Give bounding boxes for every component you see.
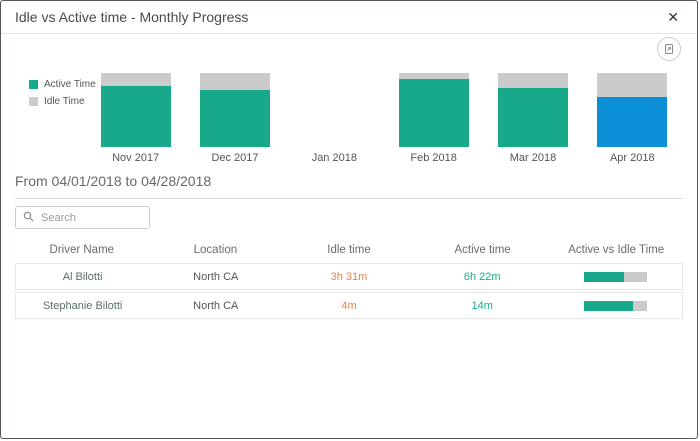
idle-segment — [597, 73, 668, 97]
table-row[interactable]: Stephanie Bilotti North CA 4m 14m — [15, 292, 683, 319]
active-vs-idle-cell — [549, 300, 682, 311]
chart-legend: Active Time Idle Time — [29, 79, 96, 113]
dialog-header: Idle vs Active time - Monthly Progress ✕ — [1, 1, 697, 34]
location-cell: North CA — [193, 270, 239, 283]
idle-segment — [199, 73, 270, 91]
legend-label-idle: Idle Time — [44, 96, 85, 107]
col-header-driver-name: Driver Name — [49, 244, 115, 256]
month-bar[interactable] — [199, 72, 270, 147]
search-box[interactable] — [15, 206, 150, 229]
drivers-table: Driver Name Location Idle time Active ti… — [15, 239, 683, 319]
month-bar[interactable] — [398, 72, 469, 147]
idle-segment — [398, 73, 469, 79]
search-icon — [16, 209, 39, 227]
active-segment — [398, 78, 469, 147]
active-segment — [497, 87, 568, 147]
active-segment — [597, 96, 668, 147]
driver-name-cell: Stephanie Bilotti — [42, 299, 123, 312]
col-header-active-time: Active time — [454, 244, 511, 256]
month-label: Dec 2017 — [211, 152, 259, 164]
active-time-cell: 6h 22m — [463, 270, 501, 283]
chart-columns: Nov 2017 Dec 2017 Jan 2018 Feb 2018 Mar 2018… — [86, 61, 682, 165]
month-label: Mar 2018 — [509, 152, 557, 164]
active-vs-idle-cell — [549, 271, 682, 282]
monthly-progress-chart: Active Time Idle Time Nov 2017 Dec 2017 Ja… — [1, 61, 697, 165]
ratio-fill — [583, 271, 625, 282]
active-segment — [100, 86, 171, 147]
chart-column: Feb 2018 — [384, 61, 483, 165]
search-input[interactable] — [39, 210, 149, 225]
col-header-active-vs-idle: Active vs Idle Time — [568, 244, 665, 256]
legend-label-active: Active Time — [44, 79, 96, 90]
month-bar[interactable] — [597, 72, 668, 147]
ratio-bar — [583, 300, 647, 311]
col-header-idle-time: Idle time — [327, 244, 371, 256]
ratio-bar — [583, 271, 647, 282]
month-bar[interactable] — [100, 72, 171, 147]
active-time-cell: 14m — [471, 299, 493, 312]
export-icon — [663, 43, 675, 55]
date-range-section: From 04/01/2018 to 04/28/2018 — [15, 173, 683, 199]
table-body: Al Bilotti North CA 3h 31m 6h 22m Stephanie … — [15, 263, 683, 319]
location-cell: North CA — [193, 299, 239, 312]
month-bar[interactable] — [299, 72, 369, 147]
idle-time-cell: 3h 31m — [330, 270, 368, 283]
table-header-row: Driver Name Location Idle time Active ti… — [15, 239, 683, 261]
close-icon[interactable]: ✕ — [667, 9, 679, 25]
idle-time-cell: 4m — [341, 299, 357, 312]
dialog-title: Idle vs Active time - Monthly Progress — [15, 9, 249, 25]
month-label: Apr 2018 — [609, 152, 655, 164]
idle-segment — [100, 73, 171, 87]
chart-column: Dec 2017 — [185, 61, 284, 165]
month-label: Jan 2018 — [311, 152, 357, 164]
export-button[interactable] — [657, 37, 681, 61]
date-range-label: From 04/01/2018 to 04/28/2018 — [15, 173, 212, 189]
legend-item-active: Active Time — [29, 79, 96, 90]
chart-column: Jan 2018 — [285, 61, 384, 165]
active-time-swatch — [29, 80, 38, 89]
ratio-fill — [583, 300, 634, 311]
table-row[interactable]: Al Bilotti North CA 3h 31m 6h 22m — [15, 263, 683, 290]
month-label: Nov 2017 — [112, 152, 160, 164]
chart-column: Mar 2018 — [483, 61, 582, 165]
chart-column: Nov 2017 — [86, 61, 185, 165]
col-header-location: Location — [193, 244, 238, 256]
idle-time-swatch — [29, 97, 38, 106]
driver-name-cell: Al Bilotti — [62, 270, 103, 283]
legend-item-idle: Idle Time — [29, 96, 96, 107]
active-segment — [199, 90, 270, 147]
chart-column: Apr 2018 — [583, 61, 682, 165]
month-bar[interactable] — [497, 72, 568, 147]
month-label: Feb 2018 — [410, 152, 457, 164]
idle-segment — [497, 73, 568, 88]
